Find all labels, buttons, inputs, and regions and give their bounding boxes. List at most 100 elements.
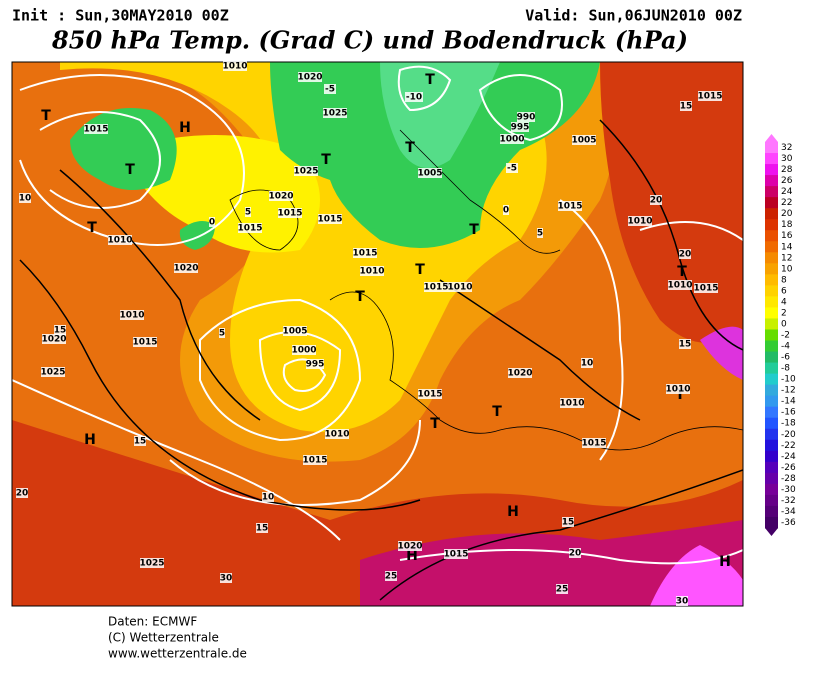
label-backdrop — [582, 438, 606, 448]
contour-label: 1015 — [423, 283, 448, 293]
label-backdrop — [209, 217, 215, 227]
contour-label: 1015 — [352, 249, 377, 259]
contour-label: 15 — [134, 437, 147, 447]
label-backdrop — [500, 134, 524, 144]
color-label: 0 — [781, 319, 787, 329]
contour-label: 1000 — [291, 346, 316, 356]
label-backdrop — [16, 488, 28, 498]
contour-label: 990 — [517, 113, 536, 123]
pressure-center: T — [469, 222, 479, 238]
color-label: 22 — [781, 198, 792, 208]
color-label: -20 — [781, 430, 796, 440]
pressure-center: H — [179, 120, 191, 136]
contour-label: 1020 — [41, 335, 66, 345]
color-label: 32 — [781, 143, 792, 153]
label-backdrop — [537, 228, 543, 238]
pressure-center: T — [677, 264, 687, 280]
label-backdrop — [134, 436, 146, 446]
color-swatch — [765, 263, 778, 275]
contour-label: -5 — [507, 164, 517, 174]
contour-label: 20 — [16, 489, 29, 499]
label-backdrop — [219, 328, 225, 338]
color-swatch — [765, 373, 778, 386]
contour-label: 1005 — [282, 327, 307, 337]
color-label: -2 — [781, 331, 790, 341]
color-swatch — [765, 285, 778, 297]
label-backdrop — [569, 548, 581, 558]
label-backdrop — [511, 122, 529, 132]
label-backdrop — [353, 248, 377, 258]
color-label: 12 — [781, 253, 792, 263]
color-bar-cap — [765, 134, 778, 142]
label-backdrop — [572, 135, 596, 145]
label-backdrop — [269, 191, 293, 201]
label-backdrop — [424, 282, 448, 292]
color-label: -4 — [781, 342, 790, 352]
color-label: 26 — [781, 176, 793, 186]
pressure-center: T — [430, 416, 440, 432]
label-backdrop — [238, 223, 262, 233]
contour-label: 1015 — [317, 215, 342, 225]
label-backdrop — [444, 549, 468, 559]
contour-label: 20 — [569, 549, 582, 559]
color-swatch — [765, 296, 778, 308]
contour-label: 20 — [650, 196, 663, 206]
contour-label: 15 — [680, 102, 693, 112]
contour-label: 25 — [556, 585, 569, 595]
contour-label: 15 — [256, 524, 269, 534]
label-backdrop — [680, 101, 692, 111]
contour-label: 1000 — [499, 135, 524, 145]
color-bar: 32302826242220181614121086420-2-4-6-8-10… — [765, 134, 796, 536]
contour-label: 1010 — [359, 267, 384, 277]
pressure-center: T — [675, 387, 685, 403]
color-swatch — [765, 384, 778, 397]
contour-label: 1010 — [559, 399, 584, 409]
pressure-center: T — [415, 262, 425, 278]
label-backdrop — [679, 249, 691, 259]
color-swatch — [765, 395, 778, 408]
label-backdrop — [108, 235, 132, 245]
label-backdrop — [650, 195, 662, 205]
contour-label: 10 — [262, 493, 275, 503]
cold-core — [380, 62, 500, 168]
color-swatch — [765, 472, 778, 485]
contour-label: 1010 — [324, 430, 349, 440]
contour-label: 5 — [245, 208, 251, 218]
label-backdrop — [318, 214, 342, 224]
color-swatch — [765, 307, 778, 319]
label-backdrop — [405, 92, 423, 102]
contour-label: 1025 — [293, 167, 318, 177]
contour-label: 995 — [511, 123, 530, 133]
contour-label: -10 — [406, 93, 422, 103]
contour-label: 1025 — [139, 559, 164, 569]
label-backdrop — [223, 61, 247, 71]
label-backdrop — [298, 72, 322, 82]
footer-line: (C) Wetterzentrale — [108, 631, 219, 645]
contour-label: 1010 — [665, 385, 690, 395]
label-backdrop — [324, 84, 336, 94]
label-backdrop — [556, 584, 568, 594]
label-backdrop — [676, 596, 688, 606]
color-swatch — [765, 351, 778, 364]
label-backdrop — [698, 91, 722, 101]
color-label: 30 — [781, 154, 793, 164]
contour-label: 1010 — [222, 62, 247, 72]
pressure-center: T — [87, 220, 97, 236]
label-backdrop — [325, 429, 349, 439]
color-label: 4 — [781, 297, 787, 307]
color-label: -18 — [781, 419, 796, 429]
color-label: -8 — [781, 364, 790, 374]
color-swatch — [765, 439, 778, 452]
color-label: -10 — [781, 375, 796, 385]
footer-line: Daten: ECMWF — [108, 615, 197, 629]
label-backdrop — [306, 359, 324, 369]
contour-label: 1015 — [443, 550, 468, 560]
contour-label: 0 — [503, 206, 509, 216]
contour-label: 1005 — [571, 136, 596, 146]
pressure-center: T — [125, 162, 135, 178]
map-title: 850 hPa Temp. (Grad C) und Bodendruck (h… — [51, 26, 688, 55]
label-backdrop — [292, 345, 316, 355]
color-swatch — [765, 164, 778, 176]
